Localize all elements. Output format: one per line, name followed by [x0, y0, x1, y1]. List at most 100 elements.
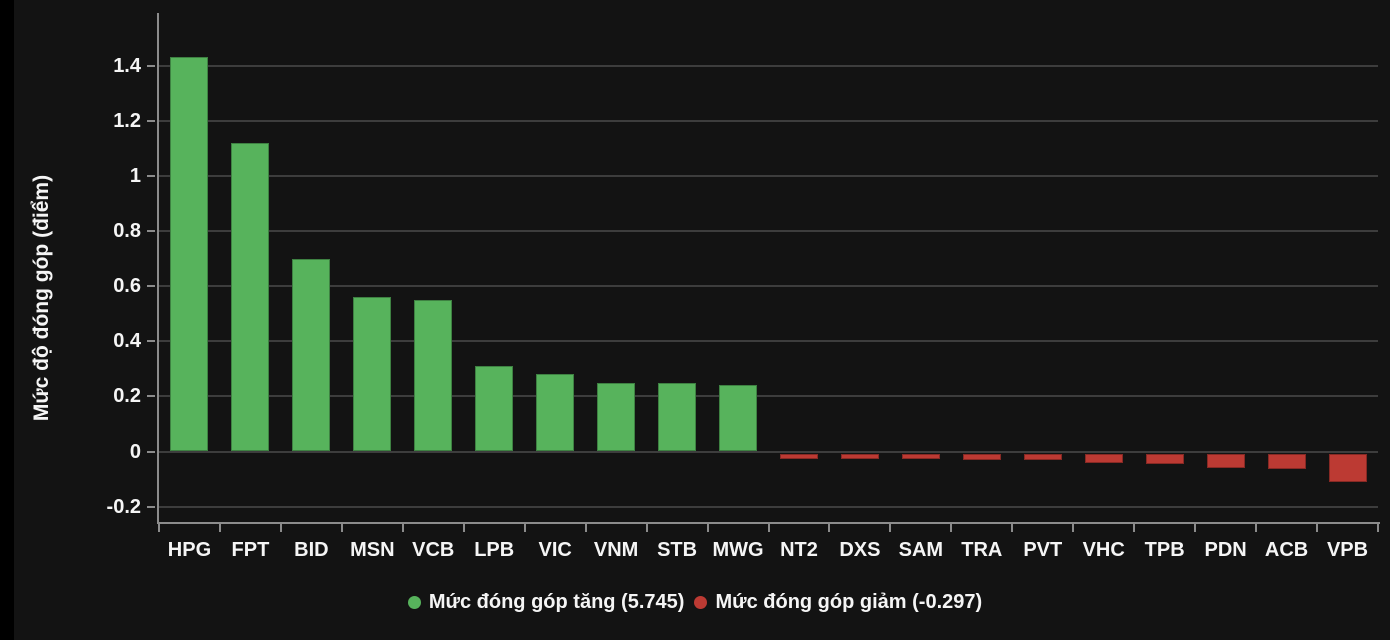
x-label-LPB: LPB [474, 539, 515, 561]
legend-dot-decrease [694, 595, 708, 609]
chart-legend: Mức đóng góp tăng (5.745) Mức đóng góp gi… [0, 588, 1390, 616]
x-tick-18 [1255, 524, 1258, 532]
x-tick-9 [706, 524, 709, 532]
y-tick-label-0.4: 0.4 [113, 330, 141, 353]
x-tick-12 [889, 524, 892, 532]
bar-ACB[interactable] [1267, 453, 1306, 470]
bar-VPB[interactable] [1328, 453, 1367, 482]
x-tick-13 [950, 524, 953, 532]
legend-item-decrease[interactable]: Mức đóng góp giảm (-0.297) [694, 591, 982, 614]
bar-TRA[interactable] [962, 453, 1001, 460]
y-tick-label-0.8: 0.8 [113, 220, 141, 243]
y-tick-0.8 [147, 230, 155, 233]
bar-HPG[interactable] [170, 57, 209, 452]
x-label-SAM: SAM [898, 539, 944, 561]
x-label-MWG: MWG [712, 539, 764, 561]
y-tick-label-0: 0 [129, 440, 141, 463]
bar-MSN[interactable] [353, 297, 392, 452]
bar-DXS[interactable] [840, 453, 879, 459]
left-black-strip [0, 0, 14, 640]
bar-STB[interactable] [658, 382, 697, 452]
x-label-PDN: PDN [1204, 539, 1247, 561]
x-label-DXS: DXS [839, 539, 881, 561]
y-tick-label-1: 1 [129, 164, 141, 187]
x-tick-19 [1316, 524, 1319, 532]
bar-VNM[interactable] [597, 382, 636, 452]
gridline-1 [159, 174, 1378, 177]
x-label-TPB: TPB [1144, 539, 1185, 561]
x-label-VIC: VIC [538, 539, 572, 561]
bar-TPB[interactable] [1145, 453, 1184, 464]
x-label-VPB: VPB [1326, 539, 1369, 561]
bar-PVT[interactable] [1023, 453, 1062, 461]
y-tick-0.2 [147, 395, 155, 398]
gridline-0.8 [159, 230, 1378, 233]
x-tick-5 [462, 524, 465, 532]
x-label-PVT: PVT [1023, 539, 1063, 561]
x-tick-3 [340, 524, 343, 532]
x-axis-tick-labels: HPG FPT BID MSN VCB LPB VIC VNM STB MWG NT2 DXS SAM T… [159, 538, 1378, 564]
plot-area [147, 13, 1380, 532]
y-tick-1.4 [147, 64, 155, 67]
x-label-MSN: MSN [350, 539, 395, 561]
gridline--0.2 [159, 505, 1378, 508]
legend-dot-increase [407, 595, 421, 609]
x-label-STB: STB [657, 539, 698, 561]
gridline-0 [159, 450, 1378, 453]
bar-VHC[interactable] [1084, 453, 1123, 463]
x-label-NT2: NT2 [780, 539, 818, 561]
x-tick-8 [645, 524, 648, 532]
y-tick-label-1.4: 1.4 [113, 54, 141, 77]
x-label-FPT: FPT [231, 539, 270, 561]
y-axis-tick-labels: -0.2 0 0.2 0.4 0.6 0.8 1 1.2 1.4 [0, 13, 141, 524]
x-label-VHC: VHC [1082, 539, 1125, 561]
bar-NT2[interactable] [779, 453, 818, 459]
legend-label-decrease: Mức đóng góp giảm (-0.297) [715, 590, 983, 613]
gridline-0.4 [159, 340, 1378, 343]
bar-FPT[interactable] [231, 142, 270, 452]
x-label-TRA: TRA [961, 539, 1003, 561]
x-label-VNM: VNM [593, 539, 639, 561]
x-tick-15 [1072, 524, 1075, 532]
x-label-VCB: VCB [412, 539, 455, 561]
x-tick-20 [1377, 524, 1379, 532]
x-label-HPG: HPG [167, 539, 212, 561]
y-tick-0.4 [147, 340, 155, 343]
gridline-0.2 [159, 395, 1378, 398]
y-tick-1 [147, 174, 155, 177]
y-tick-label-1.2: 1.2 [113, 109, 141, 132]
x-tick-7 [584, 524, 587, 532]
y-tick-label-0.6: 0.6 [113, 275, 141, 298]
x-tick-14 [1011, 524, 1014, 532]
bar-VIC[interactable] [536, 374, 575, 452]
y-tick-0.6 [147, 285, 155, 288]
x-label-BID: BID [294, 539, 329, 561]
bar-SAM[interactable] [901, 453, 940, 459]
bar-LPB[interactable] [475, 366, 514, 452]
x-tick-6 [523, 524, 526, 532]
legend-label-increase: Mức đóng góp tăng (5.745) [428, 590, 685, 613]
bar-VCB[interactable] [414, 299, 453, 452]
bar-MWG[interactable] [719, 385, 758, 452]
y-tick-1.2 [147, 119, 155, 122]
x-tick-16 [1133, 524, 1136, 532]
bar-PDN[interactable] [1206, 453, 1245, 468]
x-tick-10 [767, 524, 770, 532]
x-tick-11 [828, 524, 831, 532]
x-label-ACB: ACB [1264, 539, 1309, 561]
legend-item-increase[interactable]: Mức đóng góp tăng (5.745) [407, 590, 685, 614]
gridline-1.2 [159, 119, 1378, 122]
gridline-0.6 [159, 285, 1378, 288]
x-tick-2 [279, 524, 282, 532]
y-tick-label-0.2: 0.2 [113, 385, 141, 408]
y-tick-0 [147, 450, 155, 453]
x-tick-0 [158, 524, 160, 532]
x-tick-17 [1194, 524, 1197, 532]
y-tick--0.2 [147, 505, 155, 508]
y-tick-label--0.2: -0.2 [106, 495, 141, 518]
x-tick-1 [218, 524, 221, 532]
gridline-1.4 [159, 64, 1378, 67]
bar-BID[interactable] [292, 258, 331, 452]
x-tick-4 [401, 524, 404, 532]
